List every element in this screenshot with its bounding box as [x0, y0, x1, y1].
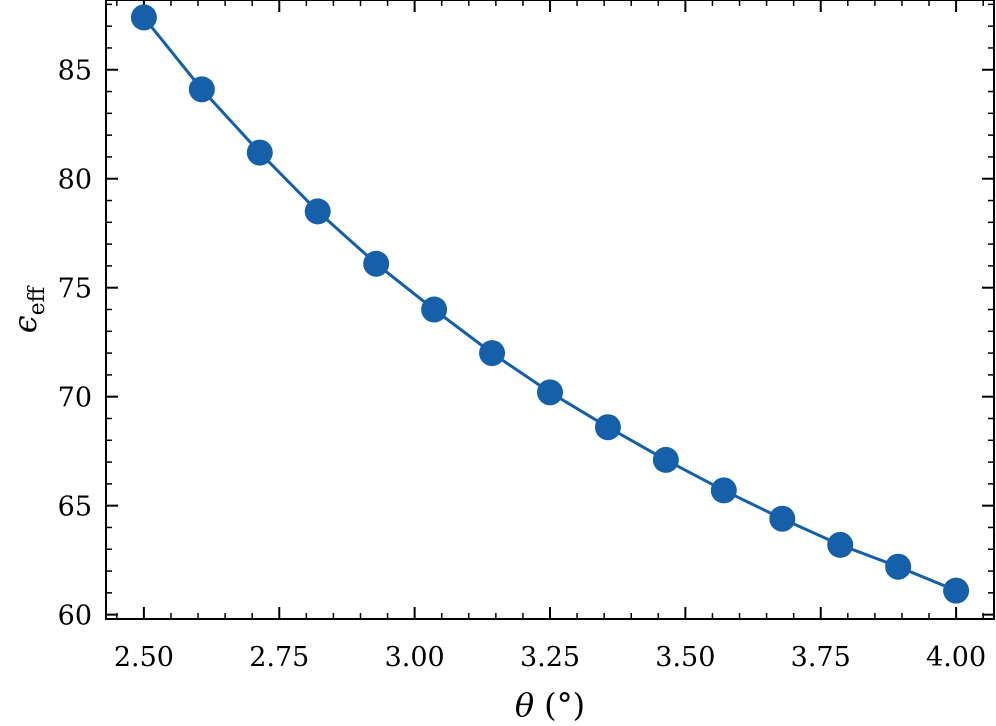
- y-axis-label: ϵeff: [6, 285, 50, 333]
- y-tick-label: 75: [58, 274, 92, 305]
- x-axis-unit: (°): [544, 686, 585, 724]
- x-axis-label: θ (°): [515, 686, 585, 724]
- y-axis-symbol: ϵ: [6, 315, 44, 333]
- data-point: [827, 531, 854, 558]
- x-tick-label: 2.50: [114, 642, 174, 673]
- x-tick-label: 3.75: [791, 642, 851, 673]
- x-tick-label: 2.75: [249, 642, 309, 673]
- y-tick-label: 80: [58, 165, 92, 196]
- y-tick-label: 85: [58, 56, 92, 87]
- x-tick-label: 3.00: [385, 642, 445, 673]
- data-point: [363, 250, 390, 277]
- series-group: [130, 4, 970, 604]
- x-tick-label: 3.25: [520, 642, 580, 673]
- plot-frame: [105, 0, 995, 620]
- x-axis-symbol: θ: [515, 686, 534, 724]
- data-point: [885, 553, 912, 580]
- data-point: [594, 414, 621, 441]
- data-point: [652, 446, 679, 473]
- data-point: [421, 296, 448, 323]
- data-point: [246, 139, 273, 166]
- x-tick-label: 3.50: [655, 642, 715, 673]
- x-tick-label: 4.00: [926, 642, 986, 673]
- tick-labels: 2.50 2.75 3.00 3.25 3.50 3.75 4.00 60 65 70 75 80 85: [58, 56, 987, 673]
- data-point: [304, 198, 331, 225]
- data-point: [188, 76, 215, 103]
- data-point: [943, 577, 970, 604]
- y-tick-label: 60: [58, 601, 92, 632]
- data-point: [479, 340, 506, 367]
- data-point: [710, 477, 737, 504]
- series-line: [142, 16, 957, 593]
- axis-ticks: [106, 0, 994, 619]
- data-point: [130, 4, 157, 31]
- data-point: [537, 379, 563, 406]
- y-tick-label: 65: [58, 492, 92, 523]
- y-axis-subscript: eff: [25, 285, 50, 315]
- data-point: [769, 505, 796, 532]
- y-tick-label: 70: [58, 383, 92, 414]
